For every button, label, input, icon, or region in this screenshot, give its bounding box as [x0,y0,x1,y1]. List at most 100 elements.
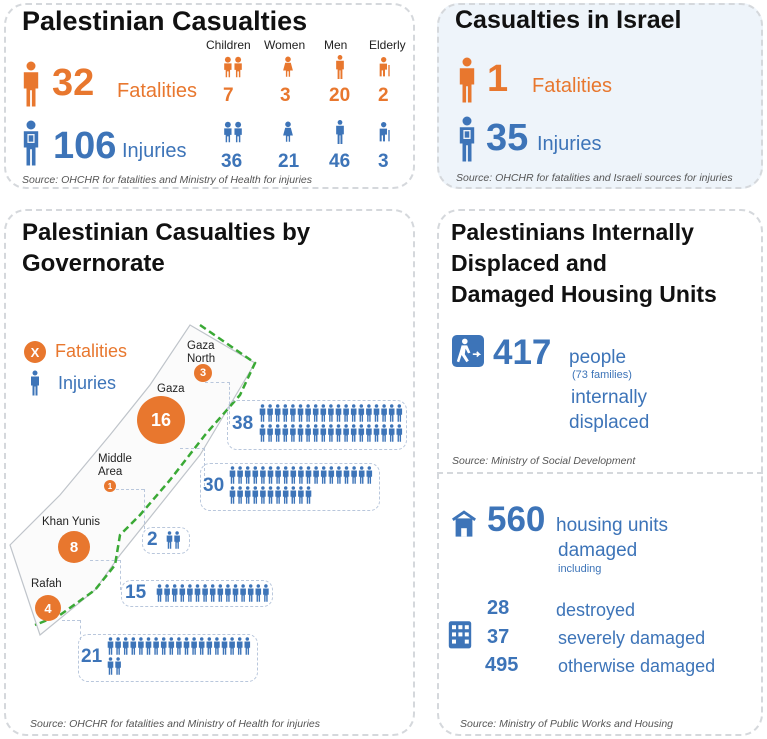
injury-person-icon [336,466,342,484]
injuries-gaza: 30 [203,475,225,496]
fatal-children: 7 [223,85,234,106]
injury-person-icon [297,404,304,422]
injury-person-icon [263,584,269,602]
injury-icons-middle-area [166,531,310,556]
woman-icon [281,55,295,79]
housing-value: 560 [487,500,546,539]
displaced-title-line1: Palestinians Internally [451,219,694,245]
injury-person-icon [290,466,297,484]
fatality-circle-middle-area: 1 [104,480,116,492]
israel-source: Source: OHCHR for fatalities and Israeli… [456,172,733,184]
injury-person-icon [202,584,208,602]
injury-person-icon [350,404,357,422]
injury-person-icon [171,584,178,602]
injured-person-icon [22,119,40,167]
displaced-label-people: people [569,347,627,368]
housing-other-value: 495 [485,654,519,676]
fatal-men: 20 [329,85,351,106]
injury-person-icon [328,466,335,484]
injury-person-icon [259,404,266,422]
governorate-title-line2: Governorate [22,250,165,277]
injury-person-icon [366,424,372,442]
legend-injuries-label: Injuries [58,373,117,393]
fatality-circle-khan-yunis: 8 [58,531,90,563]
injury-person-icon [290,486,297,504]
injury-person-icon [153,637,159,655]
injury-person-icon [275,466,281,484]
displaced-value: 417 [493,333,552,372]
injury-person-icon [259,424,266,442]
housing-severe-label: severely damaged [558,628,706,648]
injury-icons-gaza-north [259,404,403,449]
housing-other-label: otherwise damaged [558,656,716,676]
leader-line [80,620,81,640]
legend-fatalities-label: Fatalities [55,341,128,361]
damaged-house-icon [450,506,478,542]
injury-person-icon [282,424,289,442]
fatality-circle-gaza: 16 [137,396,185,444]
fatality-person-icon [458,56,476,104]
housing-label-including: including [558,563,602,575]
injury-person-icon [156,584,163,602]
injury-elderly: 3 [378,151,389,172]
injury-box-rafah [78,634,258,682]
woman-icon [281,120,295,144]
injury-men: 46 [329,151,351,172]
injury-person-icon [328,404,334,422]
injuries-middle-area: 2 [147,529,158,550]
injury-icons-gaza [229,466,373,511]
fatal-women: 3 [280,85,291,106]
injury-person-icon [209,584,216,602]
injury-person-icon [396,424,403,442]
injury-person-icon [305,486,312,504]
injury-person-icon [351,466,357,484]
children-icon [222,120,244,144]
leader-line [180,448,205,449]
man-icon [335,55,345,79]
housing-source: Source: Ministry of Public Works and Hou… [460,718,673,730]
injury-person-icon [358,466,365,484]
injury-person-icon [138,637,144,655]
injury-person-icon [244,637,251,655]
injury-person-icon [274,404,281,422]
injury-person-icon [225,584,231,602]
injury-children: 36 [221,151,243,172]
injury-person-icon [290,404,296,422]
leader-line [144,489,145,529]
injury-person-icon [206,637,213,655]
injury-person-icon [350,424,357,442]
injury-person-icon [328,424,334,442]
leader-line [116,489,144,490]
injury-person-icon [290,424,296,442]
building-icon [444,617,476,651]
injury-person-icon [237,466,243,484]
injury-person-icon [244,466,251,484]
injury-box-khan-yunis [121,580,273,607]
injury-person-icon [305,424,311,442]
israel-fatalities-value: 1 [487,58,509,100]
injury-person-icon [335,404,342,422]
fatality-circle-gaza-north: 3 [194,364,212,382]
injury-person-icon [160,637,167,655]
injury-person-icon [214,637,220,655]
israel-casualties-panel [437,3,763,189]
injury-person-icon [267,424,273,442]
injury-person-icon [373,424,380,442]
injury-person-icon [260,486,266,504]
injury-person-icon [373,404,380,422]
injury-person-icon [267,486,274,504]
pal-fatalities-label: Fatalities [117,80,198,102]
injury-person-icon [260,466,266,484]
injury-person-icon [312,404,319,422]
injury-person-icon [343,424,349,442]
injury-icons-khan-yunis [156,584,300,609]
injured-person-icon [458,115,476,163]
housing-label-damaged: damaged [558,540,638,561]
housing-destroyed-value: 28 [487,597,510,619]
injury-person-icon [130,637,137,655]
injury-person-icon [198,637,205,655]
injury-person-icon [229,637,235,655]
leader-line [90,560,120,561]
injury-person-icon [298,486,304,504]
header-men: Men [324,38,348,52]
